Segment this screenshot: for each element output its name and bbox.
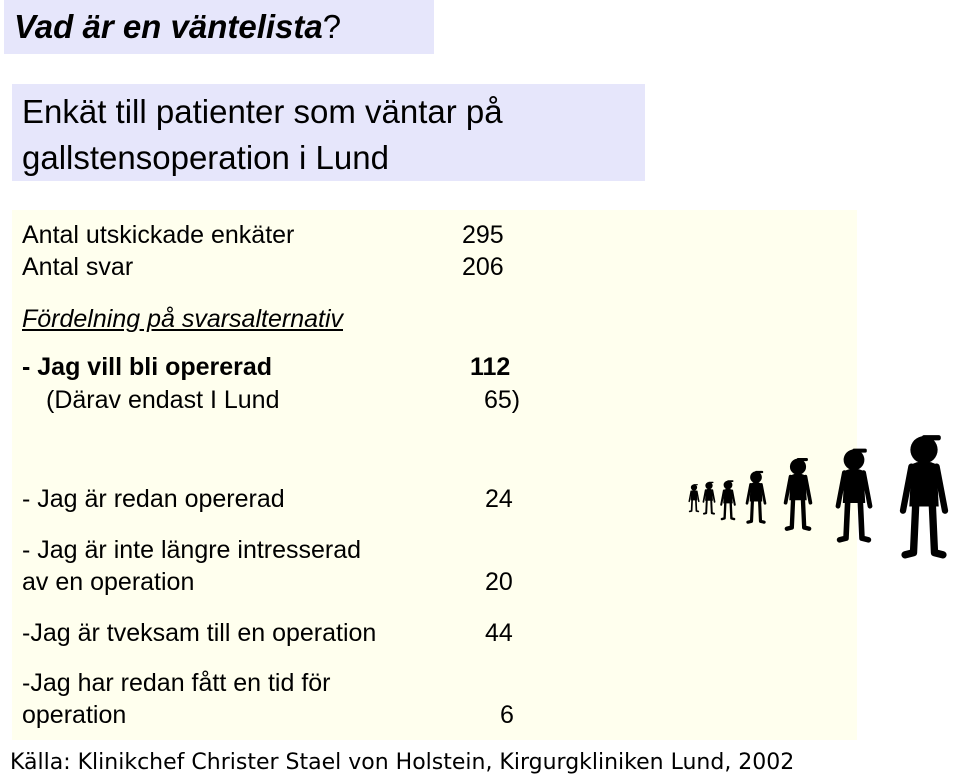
title-background xyxy=(4,0,434,54)
subtitle-line-2: gallstensoperation i Lund xyxy=(22,139,389,176)
item-hesitant-label: -Jag är tveksam till en operation xyxy=(22,619,377,647)
person-figure xyxy=(688,483,700,513)
item-hesitant-value: 44 xyxy=(485,619,513,647)
person-figure xyxy=(786,458,811,529)
person-figure xyxy=(903,435,945,555)
subtitle-background xyxy=(12,84,645,181)
person-figure xyxy=(838,449,870,540)
sent-value: 295 xyxy=(462,221,504,249)
subtitle-line-1: Enkät till patienter som väntar på xyxy=(22,93,503,130)
item-not-interested-value: 20 xyxy=(485,568,513,596)
slide-subtitle: Enkät till patienter som väntar på galls… xyxy=(22,89,503,181)
item-not-interested-label-line1: - Jag är inte längre intresserad xyxy=(22,536,362,564)
content-panel xyxy=(12,210,857,740)
item-want-surgery-label: - Jag vill bli opererad xyxy=(22,353,273,381)
item-only-lund-value: 65) xyxy=(484,386,521,414)
item-has-time-label-line1: -Jag har redan fått en tid för xyxy=(22,669,331,697)
item-only-lund-label: (Därav endast I Lund xyxy=(46,386,280,414)
distribution-heading: Fördelning på svarsalternativ xyxy=(22,305,343,333)
person-figure xyxy=(720,479,736,521)
queue-of-people-icon xyxy=(688,395,959,595)
item-already-operated-value: 24 xyxy=(485,485,513,513)
sent-label: Antal utskickade enkäter xyxy=(22,221,295,249)
answers-label: Antal svar xyxy=(22,253,134,281)
person-figure xyxy=(702,480,716,515)
person-figure xyxy=(745,469,767,524)
slide-title: Vad är en väntelista? xyxy=(14,8,342,45)
item-already-operated-label: - Jag är redan opererad xyxy=(22,485,285,513)
item-not-interested-label-line2: av en operation xyxy=(22,568,195,596)
item-want-surgery-value: 112 xyxy=(470,353,511,381)
source-citation: Källa: Klinikchef Christer Stael von Hol… xyxy=(10,750,795,775)
answers-value: 206 xyxy=(462,253,504,281)
item-has-time-label-line2: operation xyxy=(22,701,127,729)
item-has-time-value: 6 xyxy=(500,701,514,729)
